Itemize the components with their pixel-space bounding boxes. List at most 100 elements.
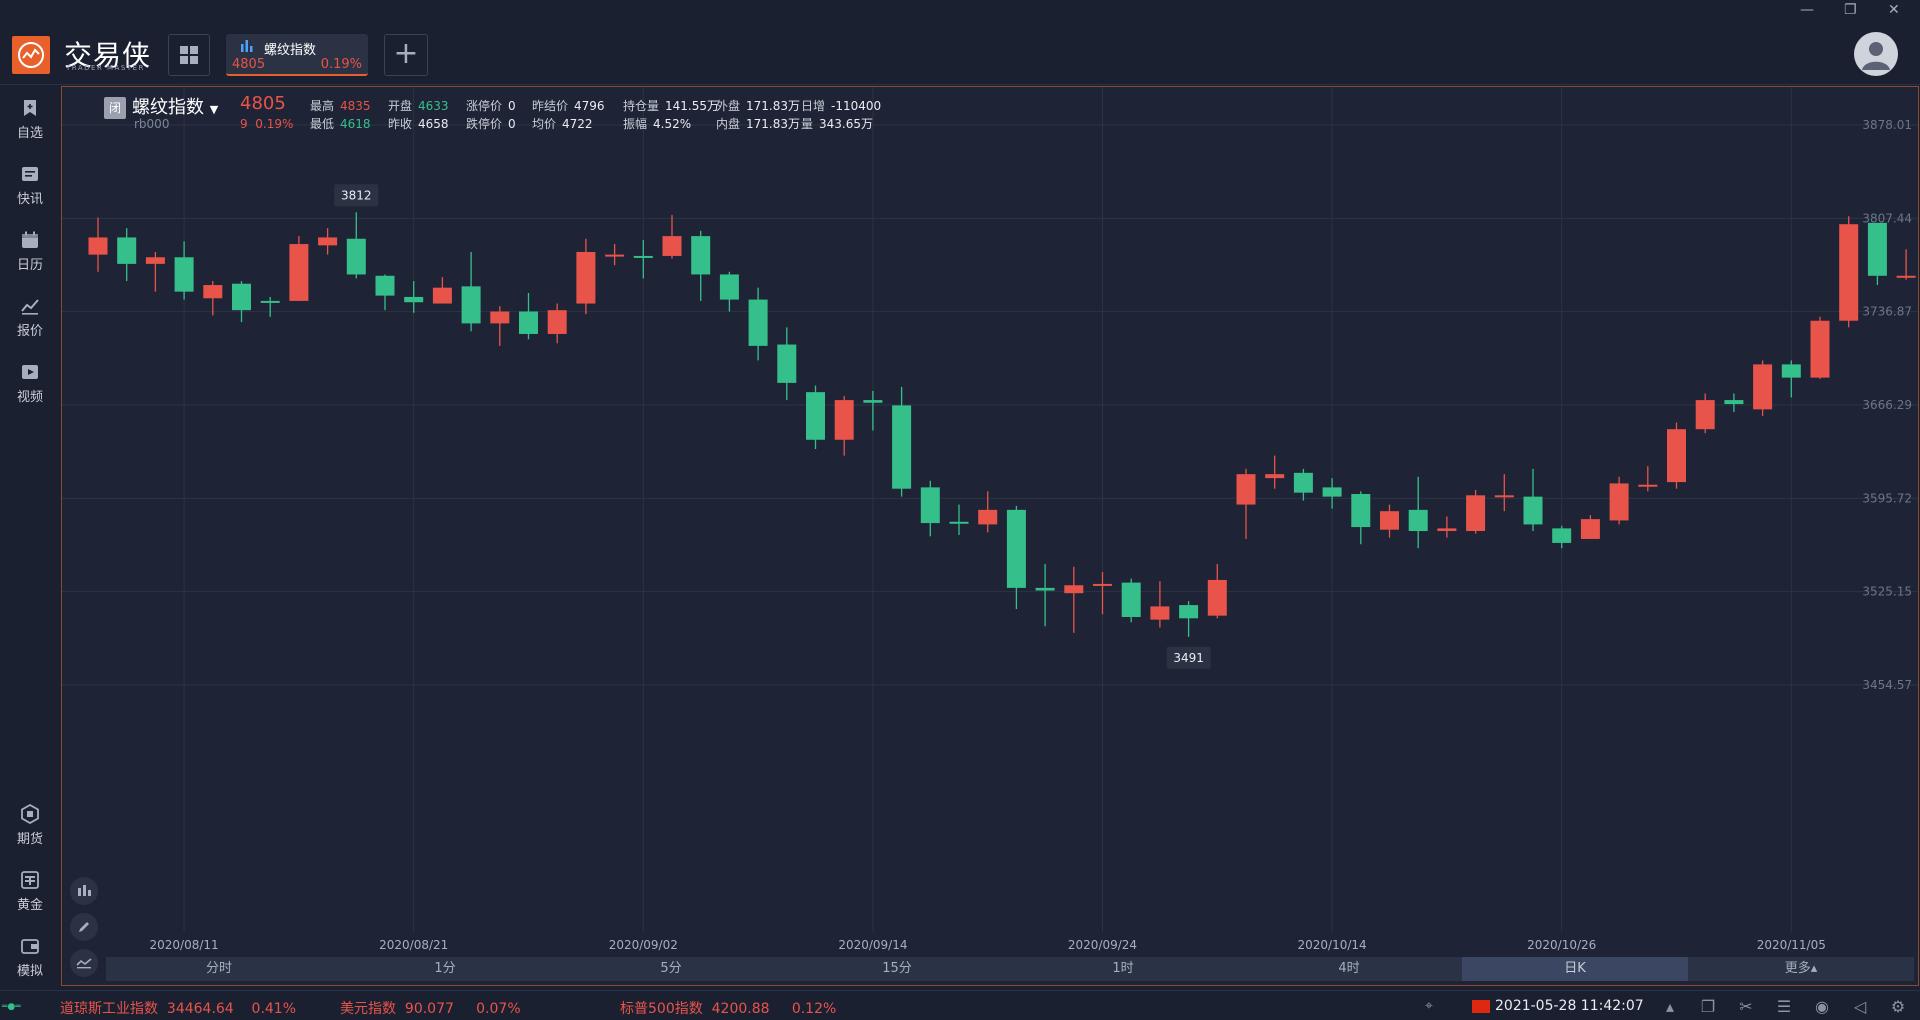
candle[interactable]: [1494, 474, 1514, 512]
candle[interactable]: [719, 271, 739, 312]
minimize-button[interactable]: —: [1800, 2, 1814, 18]
candle[interactable]: [1035, 564, 1055, 627]
candlestick-chart[interactable]: 3878.01 3807.44 3736.87 3666.29 3595.72 3525.…: [62, 87, 1918, 957]
candle[interactable]: [1236, 468, 1256, 539]
candle[interactable]: [1207, 564, 1227, 619]
candle[interactable]: [232, 281, 251, 323]
candle[interactable]: [1810, 316, 1830, 379]
satellite-icon[interactable]: ⌖: [1425, 998, 1433, 1014]
candle[interactable]: [404, 281, 424, 313]
candle[interactable]: [1753, 360, 1773, 416]
candle[interactable]: [318, 228, 338, 255]
candle[interactable]: [432, 277, 452, 304]
period-tab[interactable]: 1分: [434, 961, 456, 976]
candle[interactable]: [1867, 222, 1887, 286]
candle[interactable]: [1322, 478, 1342, 509]
candle[interactable]: [1896, 249, 1916, 280]
ticker-item-2[interactable]: 标普500指数 4200.88 0.12%: [620, 1001, 837, 1017]
list-icon[interactable]: ☰: [1776, 997, 1792, 1016]
arrow-up-icon[interactable]: ▴: [1665, 997, 1675, 1016]
candle[interactable]: [145, 251, 165, 292]
candle[interactable]: [1064, 566, 1084, 633]
candle[interactable]: [691, 230, 711, 301]
period-tab[interactable]: 4时: [1338, 961, 1360, 976]
close-button[interactable]: ✕: [1888, 2, 1900, 18]
candle[interactable]: [806, 385, 825, 450]
restore-button[interactable]: ❐: [1844, 2, 1857, 18]
candle[interactable]: [375, 274, 395, 311]
sidebar-item-watchlist[interactable]: 自选: [0, 98, 60, 141]
sidebar-item-calendar[interactable]: 日历: [0, 230, 60, 273]
candle[interactable]: [1839, 216, 1859, 328]
candle[interactable]: [203, 281, 223, 316]
period-tab[interactable]: 日K: [1462, 957, 1688, 981]
sidebar-item-gold[interactable]: 黄金: [0, 870, 60, 913]
indicator-tool-button[interactable]: [70, 877, 98, 905]
candle[interactable]: [1121, 578, 1141, 623]
candle[interactable]: [1380, 504, 1399, 538]
candle[interactable]: [1437, 516, 1457, 538]
symbol-name[interactable]: 螺纹指数 ▼: [132, 97, 219, 118]
candle[interactable]: [576, 238, 596, 315]
candle[interactable]: [1781, 360, 1801, 398]
candle[interactable]: [1724, 393, 1744, 412]
tools-icon[interactable]: ✂: [1739, 997, 1753, 1016]
candle[interactable]: [1638, 466, 1658, 492]
tab-symbol[interactable]: 螺纹指数 4805 0.19%: [226, 34, 368, 76]
sidebar-item-video[interactable]: 视频: [0, 362, 60, 405]
camera-icon[interactable]: ◉: [1815, 997, 1829, 1016]
candle[interactable]: [346, 212, 366, 279]
add-tab-button[interactable]: +: [384, 34, 428, 76]
period-tab[interactable]: 5分: [660, 961, 682, 976]
draw-tool-button[interactable]: [70, 913, 98, 941]
candle[interactable]: [1351, 491, 1371, 545]
period-tab[interactable]: 15分: [882, 961, 912, 976]
candle[interactable]: [892, 386, 912, 497]
candle[interactable]: [117, 228, 137, 282]
candle[interactable]: [260, 296, 280, 317]
candle[interactable]: [1523, 468, 1543, 532]
chevron-down-icon[interactable]: ▼: [209, 103, 219, 116]
candle[interactable]: [88, 217, 108, 272]
candle[interactable]: [1408, 476, 1428, 549]
candle[interactable]: [1609, 476, 1629, 525]
sidebar-item-quote[interactable]: 报价: [0, 296, 60, 339]
sidebar-item-news[interactable]: 快讯: [0, 164, 60, 207]
candle[interactable]: [1466, 490, 1486, 534]
sidebar-item-futures[interactable]: 期货: [0, 804, 60, 847]
candle[interactable]: [834, 396, 854, 456]
candle[interactable]: [777, 327, 797, 401]
user-avatar[interactable]: [1854, 32, 1898, 76]
candle[interactable]: [949, 504, 969, 535]
period-tab[interactable]: 1时: [1112, 961, 1134, 976]
candle[interactable]: [605, 244, 625, 266]
line-tool-button[interactable]: [70, 949, 98, 977]
period-tab[interactable]: 更多▴: [1784, 961, 1818, 976]
candle[interactable]: [519, 292, 538, 340]
ticker-item-0[interactable]: 道琼斯工业指数 34464.64 0.41%: [60, 1001, 297, 1017]
candle[interactable]: [174, 241, 194, 300]
candle[interactable]: [978, 491, 998, 533]
candle[interactable]: [1179, 601, 1199, 637]
candle[interactable]: [1667, 422, 1686, 489]
window-icon[interactable]: ❐: [1700, 997, 1716, 1016]
candle[interactable]: [1006, 505, 1026, 610]
sidebar-item-simulate[interactable]: 模拟: [0, 936, 60, 979]
candle[interactable]: [662, 214, 682, 259]
period-tab[interactable]: 分时: [205, 961, 232, 976]
candle[interactable]: [490, 306, 510, 346]
ticker-item-1[interactable]: 美元指数 90.077 0.07%: [340, 1001, 521, 1017]
candle[interactable]: [547, 303, 567, 344]
candle[interactable]: [1293, 468, 1313, 501]
candle[interactable]: [748, 287, 768, 361]
settings-icon[interactable]: ⚙: [1890, 997, 1906, 1016]
candle[interactable]: [1552, 525, 1572, 549]
candle[interactable]: [920, 480, 940, 537]
candle[interactable]: [1265, 455, 1285, 489]
mute-icon[interactable]: ◁: [1853, 997, 1867, 1016]
candle[interactable]: [1093, 572, 1112, 615]
candle[interactable]: [633, 240, 653, 279]
candle[interactable]: [289, 236, 309, 301]
candle[interactable]: [1580, 515, 1600, 539]
layout-grid-button[interactable]: [168, 34, 210, 76]
